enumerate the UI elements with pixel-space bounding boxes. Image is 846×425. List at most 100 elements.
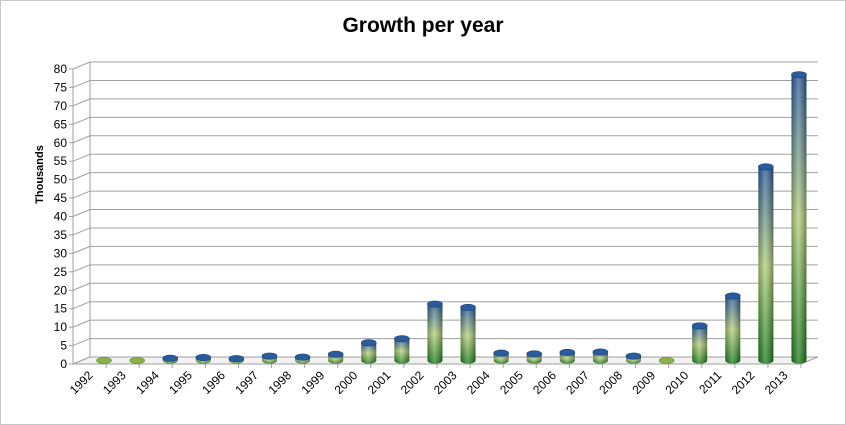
y-tick-label: 10	[54, 320, 68, 334]
x-tick-label: 2013	[762, 368, 791, 397]
bar-top-cap	[162, 354, 179, 362]
bar-shading	[394, 338, 410, 364]
bar	[559, 348, 576, 364]
x-tick-label: 2000	[332, 368, 361, 397]
gridline-diagonal	[72, 209, 91, 217]
x-tick-label: 2002	[398, 368, 427, 397]
x-tick-label: 2004	[464, 368, 493, 397]
x-tick-label: 2006	[530, 368, 559, 397]
gridline-diagonal	[72, 153, 91, 162]
bar-top-cap	[294, 353, 311, 361]
bar	[758, 163, 774, 364]
gridline-diagonal	[72, 282, 91, 291]
gridline-diagonal	[72, 190, 91, 199]
bar	[394, 335, 410, 364]
y-tick-label: 45	[54, 191, 68, 205]
y-tick-label: 65	[54, 117, 68, 131]
bar-top-cap	[724, 292, 741, 300]
y-tick-label: 30	[54, 246, 68, 260]
bar-shading	[758, 166, 774, 364]
gridline-diagonal	[72, 172, 91, 181]
y-tick-label: 60	[54, 136, 68, 150]
bar-base-cap	[658, 356, 675, 364]
x-tick-label: 2010	[663, 368, 692, 397]
bar	[691, 322, 708, 364]
bar	[129, 356, 145, 364]
x-tick-label: 1995	[166, 368, 195, 397]
y-tick-label: 55	[54, 154, 68, 168]
x-tick-label: 1994	[133, 368, 162, 397]
gridline-diagonal	[72, 245, 91, 254]
y-axis-title: Thousands	[34, 145, 46, 204]
bar-top-cap	[559, 348, 576, 356]
bar-shading	[791, 74, 807, 364]
bar	[724, 292, 741, 364]
bar-top-cap	[228, 355, 245, 363]
y-tick-label: 35	[54, 228, 68, 242]
bar-shading	[427, 304, 443, 364]
bar-top-cap	[592, 348, 609, 356]
bar-base-cap	[96, 356, 112, 364]
x-tick-label: 2005	[497, 368, 526, 397]
x-tick-label: 1992	[67, 368, 96, 397]
bar-base-cap	[129, 356, 145, 364]
bar-shading	[725, 295, 741, 364]
bar	[360, 339, 377, 364]
bar-shading	[460, 307, 476, 364]
bar	[195, 354, 212, 364]
gridline-diagonal	[72, 301, 91, 310]
bar-top-cap	[360, 339, 377, 347]
x-tick-label: 2007	[563, 368, 592, 397]
x-tick-label: 2009	[629, 368, 658, 397]
gridline-diagonal	[72, 135, 91, 144]
y-tick-label: 20	[54, 283, 68, 297]
bar	[460, 303, 476, 364]
y-tick-label: 50	[54, 173, 68, 187]
bar-top-cap	[195, 354, 212, 362]
bar	[658, 356, 675, 364]
y-tick-label: 15	[54, 302, 68, 316]
bar	[162, 354, 179, 364]
gridline-diagonal	[72, 61, 91, 70]
bar	[526, 350, 543, 364]
bar	[261, 352, 278, 364]
bar-top-cap	[394, 335, 410, 343]
bar-top-cap	[625, 352, 642, 360]
x-tick-label: 1998	[265, 368, 294, 397]
x-tick-label: 2008	[596, 368, 625, 397]
bar	[294, 353, 311, 364]
bar-top-cap	[327, 350, 344, 358]
bar	[327, 350, 344, 364]
bar-top-cap	[427, 300, 443, 308]
bar-top-cap	[691, 322, 708, 330]
x-tick-label: 2011	[696, 368, 724, 396]
gridline-diagonal	[72, 79, 91, 88]
bar-shading	[361, 342, 377, 364]
bar	[228, 355, 245, 364]
x-tick-label: 2012	[729, 368, 758, 397]
gridline-diagonal	[72, 227, 91, 236]
y-tick-label: 70	[54, 99, 68, 113]
x-tick-label: 2003	[431, 368, 460, 397]
y-tick-label: 40	[54, 210, 68, 224]
bar	[625, 352, 642, 364]
gridline-diagonal	[72, 319, 91, 328]
bar	[96, 356, 112, 364]
y-tick-label: 5	[60, 339, 67, 353]
gridline-diagonal	[72, 264, 91, 273]
bar	[427, 300, 443, 364]
gridline-diagonal	[72, 116, 91, 125]
y-tick-label: 80	[54, 62, 68, 76]
y-tick-label: 75	[54, 80, 68, 94]
bar-top-cap	[261, 352, 278, 360]
gridline-diagonal	[72, 338, 91, 347]
x-tick-label: 2001	[365, 368, 394, 397]
chart-title: Growth per year	[342, 14, 504, 37]
bar	[493, 349, 509, 364]
bar-top-cap	[493, 349, 509, 357]
bar	[592, 348, 609, 364]
bar-shading	[692, 325, 708, 364]
x-tick-label: 1997	[232, 368, 261, 397]
